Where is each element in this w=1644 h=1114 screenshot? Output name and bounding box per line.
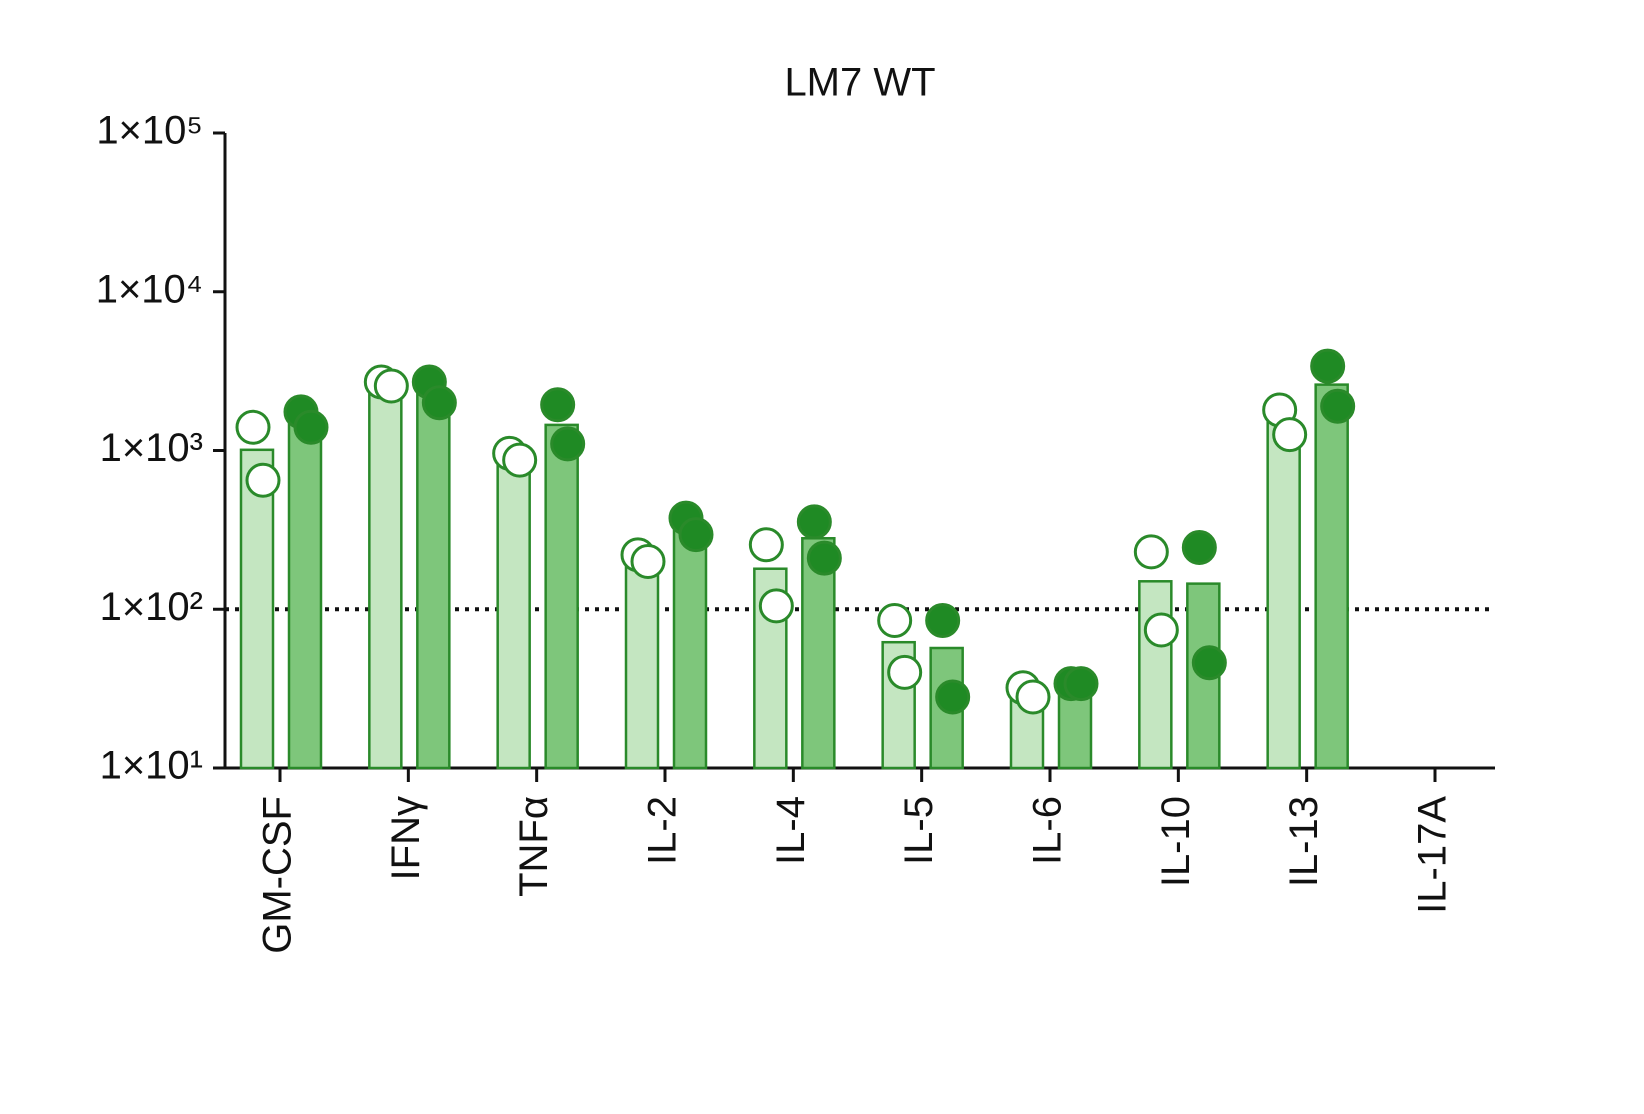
bar: [1266, 421, 1301, 770]
data-point: [1181, 529, 1217, 565]
data-point: [758, 588, 794, 624]
data-point: [245, 462, 281, 498]
y-tick-label: 1×10¹: [100, 744, 203, 788]
bar: [801, 537, 836, 770]
x-tick-label: IFNγ: [384, 796, 428, 880]
x-tick-label: GM-CSF: [256, 796, 300, 954]
data-point: [1272, 417, 1308, 453]
data-point: [1015, 679, 1051, 715]
data-point: [1310, 348, 1346, 384]
x-tick-label: IL-10: [1154, 796, 1198, 887]
data-point: [1133, 534, 1169, 570]
chart-title: LM7 WT: [784, 61, 935, 105]
x-tick-label: IL-2: [641, 796, 685, 865]
data-point: [421, 385, 457, 421]
bar: [1138, 580, 1173, 770]
bar: [368, 382, 403, 770]
y-tick-label: 1×10³: [100, 426, 203, 470]
data-point: [806, 540, 842, 576]
data-point: [293, 409, 329, 445]
bar: [496, 455, 531, 770]
bar: [544, 423, 579, 770]
data-point: [925, 602, 961, 638]
bar: [239, 448, 275, 770]
data-point: [877, 602, 913, 638]
data-point: [887, 654, 923, 690]
bar: [1314, 383, 1349, 770]
y-tick-label: 1×10⁴: [96, 267, 203, 311]
x-tick-label: IL-17A: [1411, 796, 1455, 914]
data-point: [935, 679, 971, 715]
data-point: [630, 543, 666, 579]
x-tick-label: IL-13: [1282, 796, 1326, 887]
bar: [624, 556, 660, 770]
data-point: [796, 504, 832, 540]
data-point: [373, 368, 409, 404]
data-point: [1191, 645, 1227, 681]
data-point: [502, 442, 538, 478]
data-point: [235, 409, 271, 445]
data-point: [1063, 666, 1099, 702]
data-point: [1143, 612, 1179, 648]
data-point: [550, 426, 586, 462]
data-point: [678, 517, 714, 553]
data-point: [1320, 388, 1356, 424]
y-tick-label: 1×10⁵: [96, 109, 203, 153]
x-tick-label: IL-4: [769, 796, 813, 865]
x-tick-label: IL-6: [1026, 796, 1070, 865]
x-tick-label: IL-5: [897, 796, 941, 865]
x-tick-label: TNFα: [512, 796, 556, 897]
bar: [416, 390, 451, 770]
bar: [672, 524, 708, 770]
y-tick-label: 1×10²: [100, 585, 203, 629]
bar: [287, 416, 323, 770]
data-point: [540, 387, 576, 423]
data-point: [748, 527, 784, 563]
